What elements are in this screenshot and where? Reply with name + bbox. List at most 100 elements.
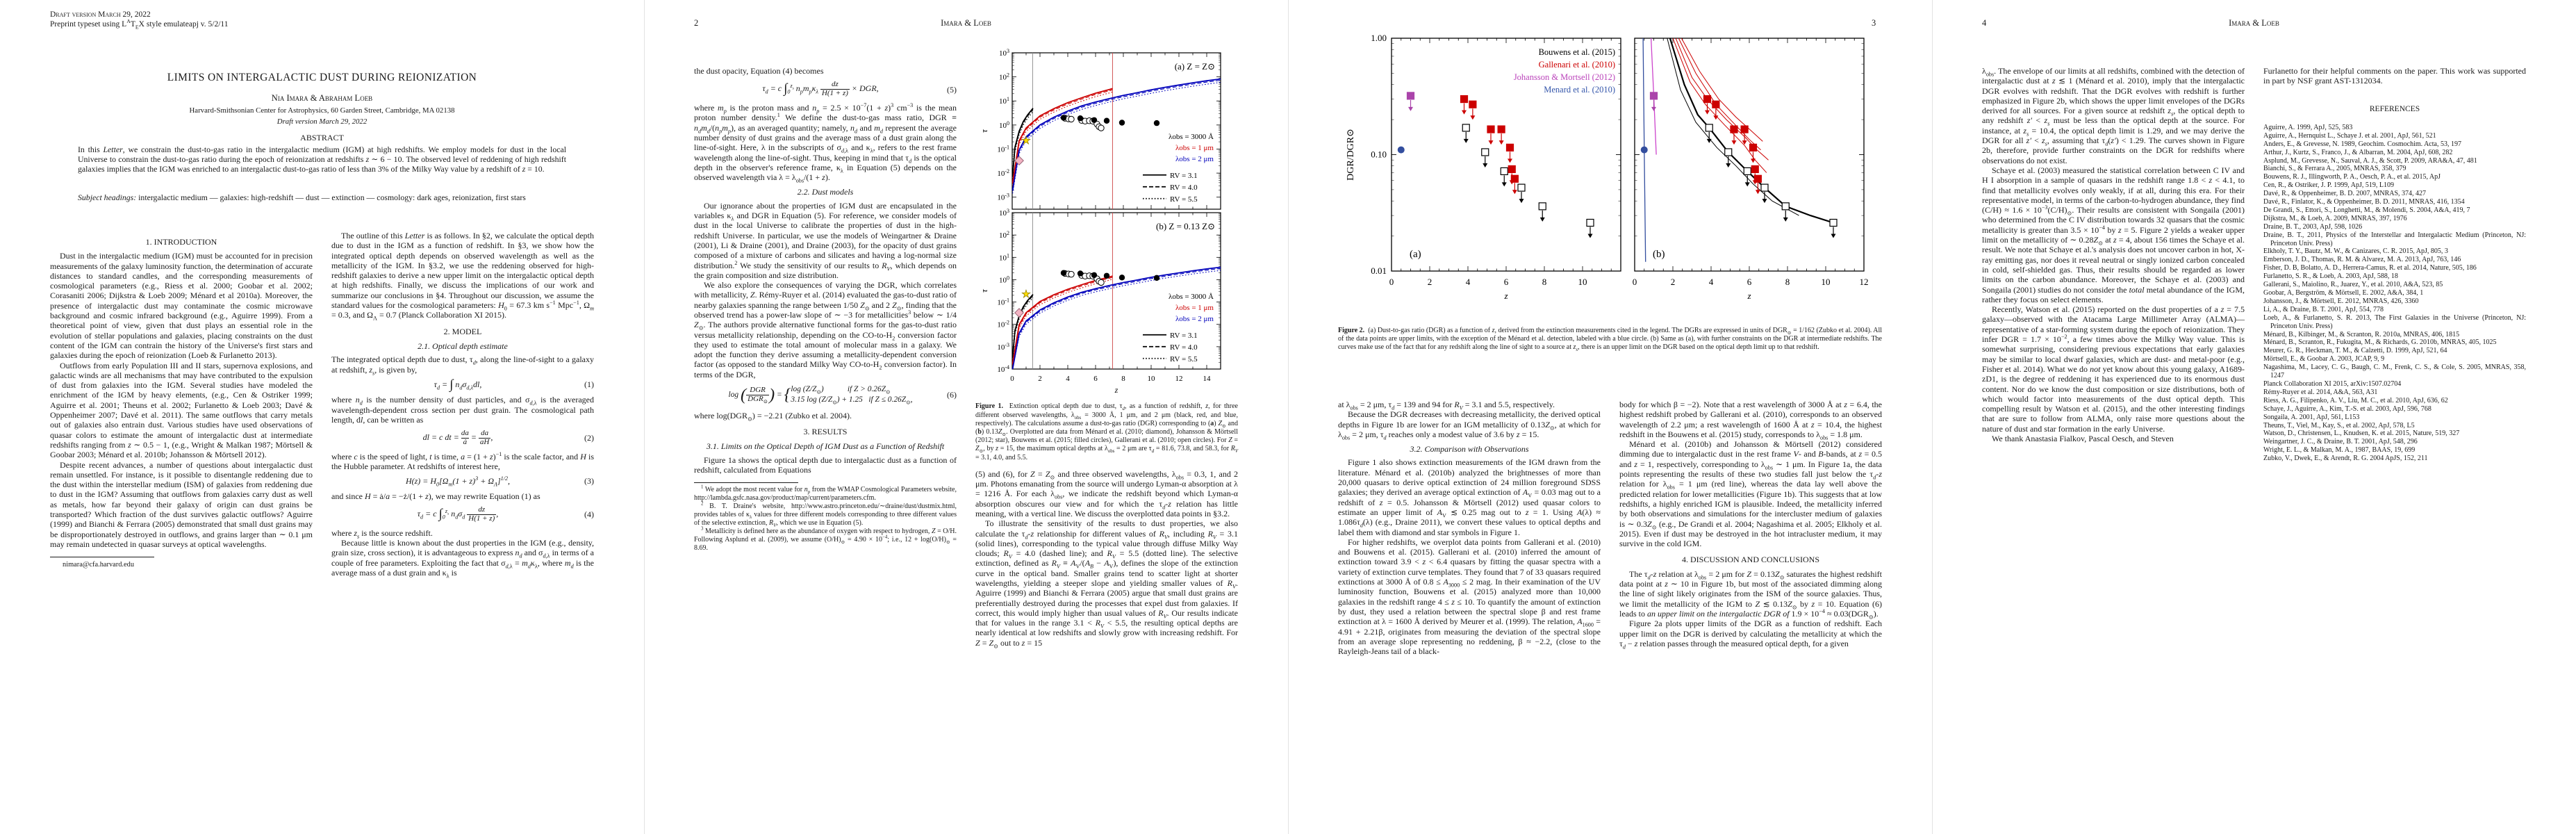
upper-limit-arrowhead bbox=[1762, 199, 1767, 204]
references-heading: REFERENCES bbox=[2369, 104, 2420, 113]
p3-right-column: body for which β = −2). Note that a rest… bbox=[1619, 400, 1883, 650]
reference-item: Dijkstra, M., & Loeb, A. 2009, MNRAS, 39… bbox=[2263, 214, 2407, 222]
equation-number: (3) bbox=[584, 476, 594, 486]
bouwens-point bbox=[1828, 218, 1838, 227]
reference-item: Goobar, A, Bergström, & Mörtsell, E. 200… bbox=[2263, 289, 2424, 297]
upper-limit-arrowhead bbox=[1651, 106, 1656, 111]
section-1-heading: 1. INTRODUCTION bbox=[145, 237, 217, 247]
tau-curve bbox=[1012, 81, 1221, 194]
draft-version-line: Draft version March 29, 2022 bbox=[50, 10, 151, 19]
bouwens-point bbox=[1077, 270, 1084, 277]
legend-entry: Gallenari et al. (2010) bbox=[1538, 60, 1615, 70]
paragraph: To illustrate the sensitivity of the res… bbox=[975, 518, 1238, 650]
reference-item: Meurer, G. R., Heckman, T. M., & Calzett… bbox=[2263, 347, 2447, 355]
legend-lambda-entry: λobs = 2 μm bbox=[1175, 315, 1214, 323]
paragraph: Outflows from early Population III and I… bbox=[50, 360, 313, 460]
upper-limit-arrowhead bbox=[1704, 110, 1710, 115]
reference-item: Draine, B. T., 2011, Physics of the Inte… bbox=[2263, 231, 2526, 247]
legend-lambda-entry: λobs = 3000 Å bbox=[1169, 293, 1214, 301]
x-tick-label: 12 bbox=[1859, 277, 1868, 287]
x-tick-label: 4 bbox=[1066, 375, 1070, 383]
y-tick-label: 101 bbox=[999, 96, 1009, 106]
x-tick-label: 2 bbox=[1038, 375, 1042, 383]
section-2-heading: 2. MODEL bbox=[443, 326, 482, 336]
reference-item: Davé, R., Finlator, K., & Oppenheimer, B… bbox=[2263, 198, 2465, 206]
y-tick-label: 10-1 bbox=[997, 297, 1009, 307]
upper-limit-arrowhead bbox=[1539, 217, 1545, 222]
upper-limit-arrowhead bbox=[1587, 234, 1592, 238]
section-3-heading: 3. RESULTS bbox=[803, 427, 848, 437]
panel-frame bbox=[1633, 38, 1865, 272]
legend-entry: Menard et al. (2010) bbox=[1544, 85, 1615, 95]
equation-body: log (DGR DGR⊙) = {log (Z/Z⊙) if Z > 0.26Z… bbox=[728, 385, 913, 406]
paragraph: Schaye et al. (2003) measured the statis… bbox=[1982, 165, 2245, 304]
upper-limit-arrowhead bbox=[1482, 163, 1487, 167]
section-4-heading: 4. DISCUSSION AND CONCLUSIONS bbox=[1681, 555, 1820, 565]
page-3: 3 1.00 0.10 0.01 0 2 4 6 8 10 z (a) Bouwens et al. … bbox=[1288, 0, 1932, 834]
bouwens-point bbox=[1760, 183, 1769, 192]
menard-point bbox=[1014, 308, 1024, 318]
x-tick-label: 8 bbox=[1121, 375, 1125, 383]
tau-curve bbox=[1012, 266, 1221, 370]
x-axis-label: z bbox=[1114, 385, 1118, 395]
paper-title: LIMITS ON INTERGALACTIC DUST DURING REIO… bbox=[167, 72, 477, 83]
page-separator bbox=[1288, 0, 1289, 834]
upper-limit-arrowhead bbox=[1498, 140, 1504, 145]
bouwens-point bbox=[1091, 272, 1098, 279]
reference-item: Elkholy, T. Y., Bautz, M. W., & Canizare… bbox=[2263, 247, 2448, 256]
page-number: 2 bbox=[694, 18, 699, 28]
y-axis-label: DGR/DGR⊙ bbox=[1346, 129, 1356, 181]
gallenari-point bbox=[1508, 165, 1516, 174]
gallenari-point bbox=[1486, 125, 1495, 133]
menard-point bbox=[1014, 156, 1024, 166]
x-tick-label: 6 bbox=[1747, 277, 1751, 287]
p1-left-column: 1. INTRODUCTION Dust in the intergalacti… bbox=[50, 231, 313, 571]
footnote-3: 3 Metallicity is defined here as the abu… bbox=[694, 527, 957, 553]
paragraph: where mp is the proton mass and np = 2.5… bbox=[694, 102, 957, 184]
gallerani-point bbox=[1098, 124, 1105, 131]
gallenari-point bbox=[1753, 174, 1762, 183]
menard-point bbox=[1640, 146, 1648, 154]
running-head: Imara & Loeb bbox=[941, 18, 991, 28]
reference-item: Schaye, J., Aguirre, A., Kim, T.-S. et a… bbox=[2263, 404, 2431, 413]
paragraph: The τd-z relation at λobs = 2 μm for Z =… bbox=[1619, 569, 1883, 621]
menard-point bbox=[1397, 146, 1405, 154]
x-tick-label: 0 bbox=[1010, 375, 1014, 383]
panel-frame bbox=[1012, 212, 1221, 370]
x-axis-label: z bbox=[1747, 291, 1751, 301]
figure-1-caption: Figure 1. Extinction optical depth due t… bbox=[975, 402, 1239, 461]
bouwens-point bbox=[1118, 120, 1125, 126]
upper-limit-arrowhead bbox=[1512, 190, 1517, 195]
paragraph: the dust opacity, Equation (4) becomes bbox=[694, 66, 824, 76]
bouwens-point bbox=[1500, 167, 1508, 175]
reference-item: Gallerani, S., Maiolino, R., Juarez, Y.,… bbox=[2263, 281, 2443, 289]
y-tick-label: 10-3 bbox=[997, 193, 1009, 202]
page-4: 4 Imara & Loeb λobs. The envelope of our… bbox=[1932, 0, 2576, 834]
y-tick-label: 10-3 bbox=[997, 342, 1009, 352]
paragraph: at λobs = 2 μm, τd = 139 and 94 for RV =… bbox=[1338, 400, 1555, 411]
gallerani-point bbox=[1068, 270, 1075, 278]
footnote-rule bbox=[694, 482, 798, 484]
legend-lambda-entry: λobs = 3000 Å bbox=[1169, 133, 1214, 141]
reference-item: Furlanetto, S. R., & Loeb, A. 2003, ApJ,… bbox=[2263, 272, 2398, 281]
gallerani-point bbox=[1068, 115, 1075, 123]
x-tick-label: 4 bbox=[1465, 277, 1470, 287]
legend-rv-entry: RV = 5.5 bbox=[1170, 355, 1198, 363]
paragraph: where nd is the number density of dust p… bbox=[331, 395, 594, 425]
reference-item: Songaila, A. 2001, ApJ, 561, L153 bbox=[2263, 413, 2360, 421]
figure-2-plot: 1.000.100.010 2 4 6 8 10z(a)Bouwens et al. (2… bbox=[1346, 33, 1869, 301]
gallenari-point bbox=[1729, 125, 1738, 133]
reference-item: Johansson, J., & Mörtsell, E. 2012, MNRA… bbox=[2263, 297, 2419, 305]
bouwens-point bbox=[1724, 148, 1732, 156]
page-number: 4 bbox=[1982, 18, 1987, 28]
legend-entry: Johansson & Mortsell (2012) bbox=[1513, 72, 1615, 82]
x-tick-label: 10 bbox=[1578, 277, 1587, 287]
y-tick-label: 0.01 bbox=[1371, 265, 1387, 276]
paragraph: We thank Anastasia Fialkov, Pascal Oesch… bbox=[1992, 433, 2174, 443]
bouwens-point bbox=[1480, 148, 1489, 156]
page-2: 2 Imara & Loeb the dust opacity, Equatio… bbox=[644, 0, 1288, 834]
gallenari-point bbox=[1740, 125, 1749, 133]
reference-item: Loeb, A., & Furlanetto, S. R. 2013, The … bbox=[2263, 313, 2526, 330]
upper-limit-arrowhead bbox=[1731, 140, 1736, 145]
